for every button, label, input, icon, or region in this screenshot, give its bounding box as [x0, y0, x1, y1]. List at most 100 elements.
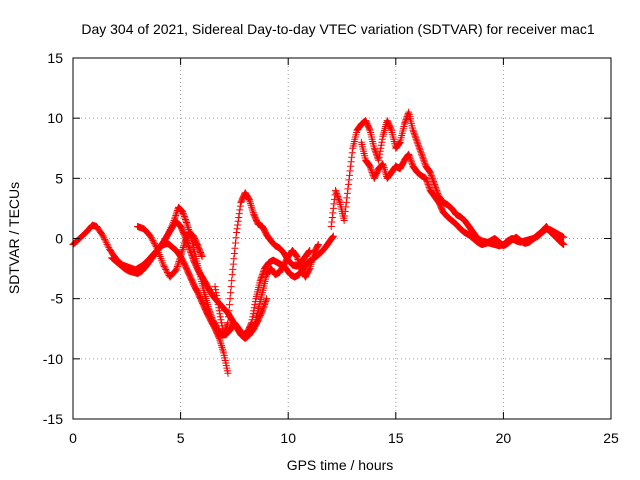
data-point: [425, 182, 433, 190]
data-point: [215, 333, 223, 341]
data-point: [406, 153, 414, 161]
data-point: [224, 319, 232, 327]
data-point: [418, 152, 426, 160]
data-point: [188, 253, 196, 261]
data-point: [176, 222, 184, 230]
data-point: [332, 188, 340, 196]
data-point: [223, 320, 231, 328]
data-point: [152, 243, 160, 251]
data-point: [334, 194, 342, 202]
data-point: [230, 255, 238, 263]
series-track-h: [357, 138, 568, 250]
data-point: [372, 149, 380, 157]
data-point: [172, 210, 180, 218]
data-point: [396, 139, 404, 147]
data-point: [100, 234, 108, 242]
data-point: [329, 204, 337, 212]
data-point: [405, 152, 413, 160]
data-point: [186, 247, 194, 255]
data-point: [405, 150, 413, 158]
data-point: [305, 266, 313, 274]
data-point: [375, 153, 383, 161]
data-point: [181, 216, 189, 224]
data-point: [148, 235, 156, 243]
data-point: [412, 134, 420, 142]
data-point: [346, 171, 354, 179]
data-point: [263, 295, 271, 303]
data-point: [415, 144, 423, 152]
data-point: [409, 126, 417, 134]
data-point: [407, 158, 415, 166]
data-point: [347, 162, 355, 170]
data-point: [429, 176, 437, 184]
data-point: [418, 150, 426, 158]
data-point: [293, 254, 301, 262]
data-point: [218, 343, 226, 351]
data-point: [417, 147, 425, 155]
data-point: [378, 138, 386, 146]
data-point: [102, 239, 110, 247]
data-point: [174, 261, 182, 269]
data-point: [381, 165, 389, 173]
data-point: [374, 155, 382, 163]
data-point: [221, 328, 229, 336]
data-point: [180, 242, 188, 250]
data-point: [295, 259, 303, 267]
data-point: [422, 176, 430, 184]
data-point: [329, 232, 337, 240]
data-point: [560, 241, 568, 249]
data-point: [377, 141, 385, 149]
data-point: [416, 146, 424, 154]
data-point: [179, 210, 187, 218]
data-point: [173, 208, 181, 216]
data-point: [314, 242, 322, 250]
data-point: [175, 258, 183, 266]
data-point: [305, 247, 313, 255]
data-point: [428, 173, 436, 181]
data-point: [342, 203, 350, 211]
data-point: [229, 260, 237, 268]
data-point: [179, 208, 187, 216]
data-point: [259, 304, 267, 312]
data-point: [327, 222, 335, 230]
data-point: [104, 242, 112, 250]
data-point: [425, 183, 433, 191]
data-point: [222, 323, 230, 331]
data-point: [413, 138, 421, 146]
data-point: [215, 334, 223, 342]
data-point: [367, 164, 375, 172]
data-point: [220, 329, 228, 337]
data-point: [174, 259, 182, 267]
data-point: [262, 296, 270, 304]
data-point: [335, 197, 343, 205]
data-point: [161, 264, 169, 272]
data-point: [402, 116, 410, 124]
chart-title: Day 304 of 2021, Sidereal Day-to-day VTE…: [81, 21, 594, 37]
data-point: [258, 272, 266, 280]
data-point: [214, 298, 222, 306]
data-point: [432, 183, 440, 191]
data-point: [247, 201, 255, 209]
data-point: [415, 143, 423, 151]
y-tick-label: 10: [47, 110, 63, 126]
data-point: [183, 219, 191, 227]
data-point: [211, 283, 219, 291]
data-point: [185, 244, 193, 252]
data-point: [328, 234, 336, 242]
data-point: [180, 240, 188, 248]
data-point: [328, 213, 336, 221]
data-point: [187, 249, 195, 257]
data-point: [214, 301, 222, 309]
data-point: [250, 304, 258, 312]
data-point: [177, 253, 185, 261]
data-point: [233, 225, 241, 233]
data-point: [247, 200, 255, 208]
data-point: [377, 144, 385, 152]
data-point: [201, 278, 209, 286]
data-point: [146, 232, 154, 240]
data-point: [249, 207, 257, 215]
data-point: [340, 216, 348, 224]
data-point: [227, 289, 235, 297]
series-track-g: [327, 108, 568, 250]
data-point: [295, 260, 303, 268]
